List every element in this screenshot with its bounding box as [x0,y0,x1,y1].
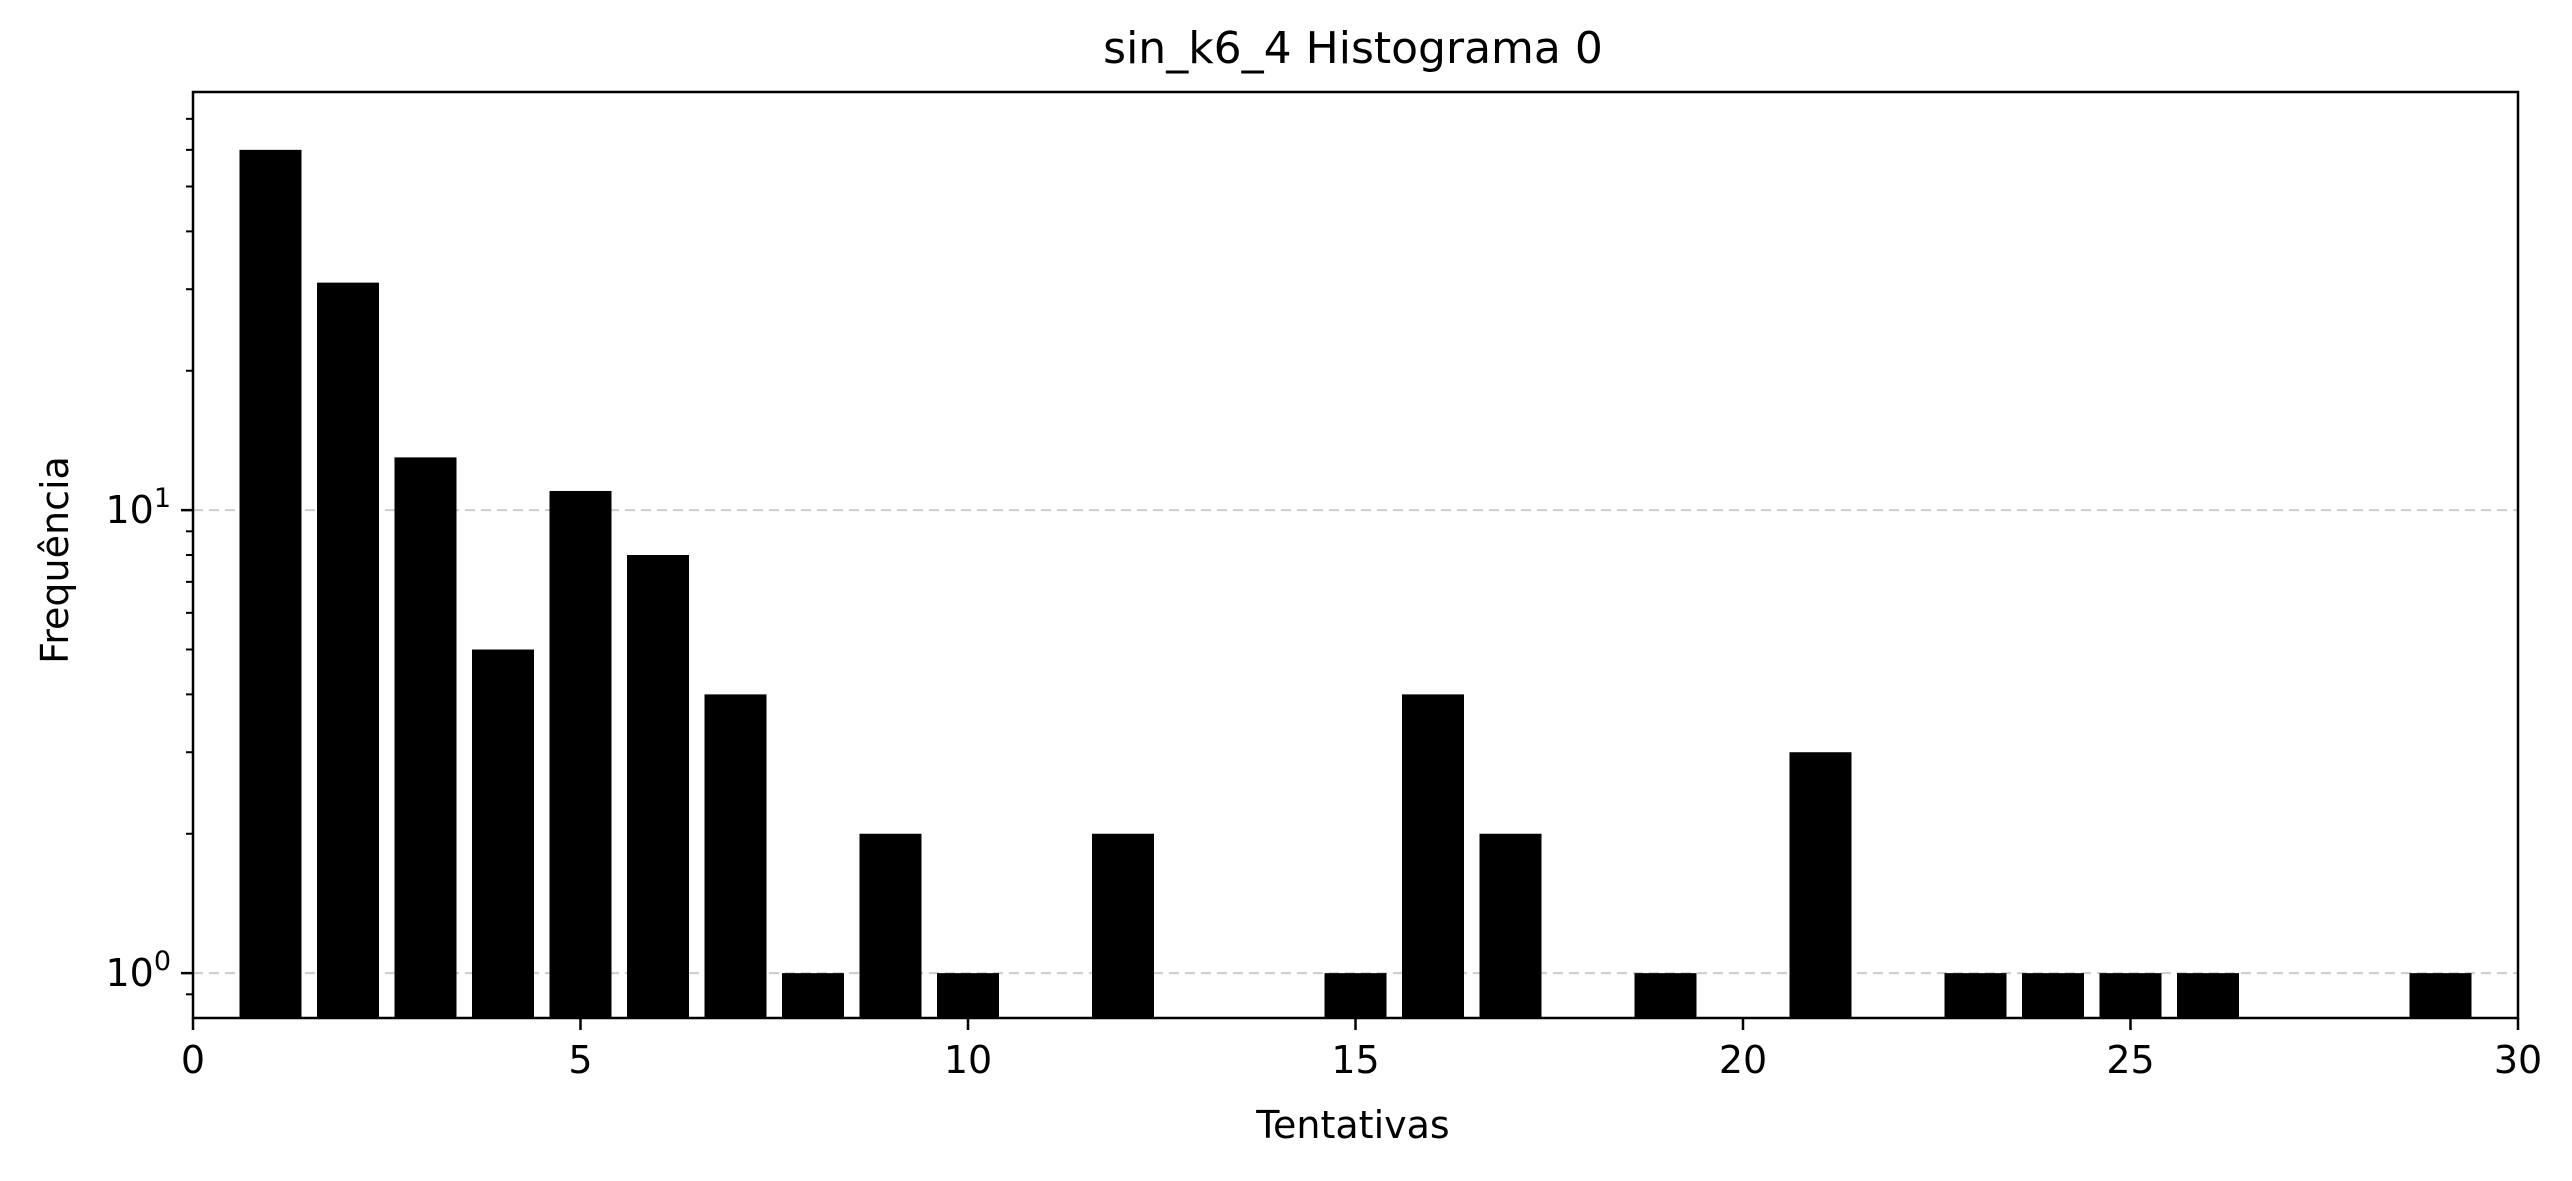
bar [317,282,379,1018]
bar [1789,752,1852,1018]
x-tick-label: 25 [2106,1038,2154,1082]
bar [1324,973,1387,1018]
bar [394,457,457,1018]
bar [549,490,612,1019]
bar [1479,833,1542,1018]
grid-lines [193,509,2518,975]
x-tick-label: 10 [944,1038,992,1082]
bars [239,149,2472,1019]
x-tick-label: 15 [1331,1038,1379,1082]
bar [2022,973,2084,1018]
y-tick-label: 100 [105,946,171,995]
bar [1092,833,1154,1018]
bar [239,149,302,1019]
y-tick-label: 101 [105,483,171,532]
x-tick-label: 0 [181,1038,205,1082]
bar [937,973,999,1018]
bar [2177,973,2239,1018]
x-tick-label: 20 [1719,1038,1767,1082]
bar [782,973,844,1018]
chart-title: sin_k6_4 Histograma 0 [1103,23,1603,74]
x-tick-label: 30 [2494,1038,2542,1082]
plot-frame [191,90,2520,1020]
axes: 0 5 10 15 20 25 30 100 101 [105,90,2542,1082]
bar [627,555,689,1018]
bar [2099,973,2162,1018]
bar [1944,973,2007,1018]
bar [1634,973,1697,1018]
bar [1402,694,1464,1018]
bar [704,694,767,1018]
bar [2409,973,2472,1018]
x-axis-label: Tentativas [1255,1103,1449,1147]
bar [859,833,922,1018]
bar [472,649,534,1018]
y-axis-label: Frequência [33,456,77,664]
x-tick-label: 5 [568,1038,592,1082]
